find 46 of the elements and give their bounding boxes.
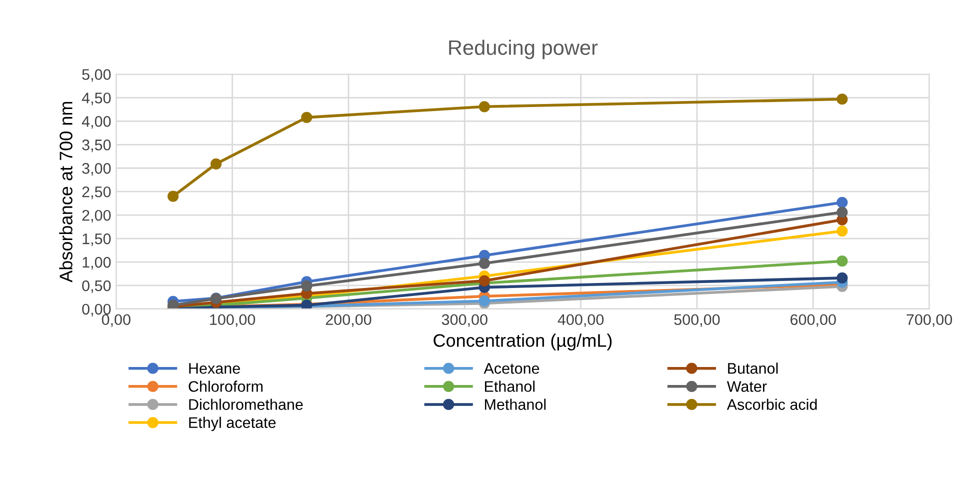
legend-label: Ascorbic acid xyxy=(726,398,817,410)
point xyxy=(836,225,848,237)
legend-label: Acetone xyxy=(484,363,540,374)
x-tick-label: 300,00 xyxy=(442,314,488,327)
point xyxy=(836,206,848,218)
x-tick-label: 700,00 xyxy=(906,314,952,327)
x-axis-title: Concentration (µg/mL) xyxy=(434,334,612,350)
point xyxy=(836,256,848,267)
legend-label: Butanol xyxy=(728,362,778,374)
legend-label: Hexane xyxy=(189,363,240,374)
x-tick-label: 200,00 xyxy=(326,314,372,327)
point xyxy=(836,196,848,208)
x-tick-label: 100,00 xyxy=(210,314,256,327)
y-tick-label: 3,00 xyxy=(82,162,111,176)
point xyxy=(836,94,848,105)
point xyxy=(478,275,490,286)
y-tick-label: 4,50 xyxy=(82,92,111,106)
y-tick-label: 3,50 xyxy=(82,140,111,152)
point xyxy=(478,101,490,112)
y-tick-label: 4,00 xyxy=(82,116,111,129)
y-tick-label: 2,00 xyxy=(82,210,111,223)
point xyxy=(210,158,222,170)
y-axis-title: Absorbance at 700 nm xyxy=(59,102,72,282)
point xyxy=(168,190,179,202)
x-tick-label: 500,00 xyxy=(674,314,720,327)
y-tick-label: 2,50 xyxy=(82,186,111,200)
point xyxy=(301,112,312,123)
y-tick-label: 1,00 xyxy=(82,256,111,270)
legend-label: Water xyxy=(726,381,767,392)
y-tick-label: 0,00 xyxy=(82,304,111,316)
legend-label: Methanol xyxy=(484,398,546,410)
y-tick-label: 5,00 xyxy=(82,69,111,82)
point xyxy=(478,258,490,269)
x-tick-label: 0,00 xyxy=(102,314,130,327)
point xyxy=(836,272,848,284)
legend-label: Ethyl acetate xyxy=(189,416,276,432)
y-tick-label: 0,50 xyxy=(82,280,111,293)
legend-label: Ethanol xyxy=(484,380,535,392)
x-tick-label: 600,00 xyxy=(790,314,836,327)
point xyxy=(478,295,490,307)
y-tick-label: 1,50 xyxy=(82,233,111,246)
legend-label: Chloroform xyxy=(188,380,263,392)
x-tick-label: 400,00 xyxy=(558,314,604,327)
point xyxy=(301,280,312,292)
legend-label: Dichloromethane xyxy=(189,398,303,410)
chart-title: Reducing power xyxy=(449,40,598,60)
